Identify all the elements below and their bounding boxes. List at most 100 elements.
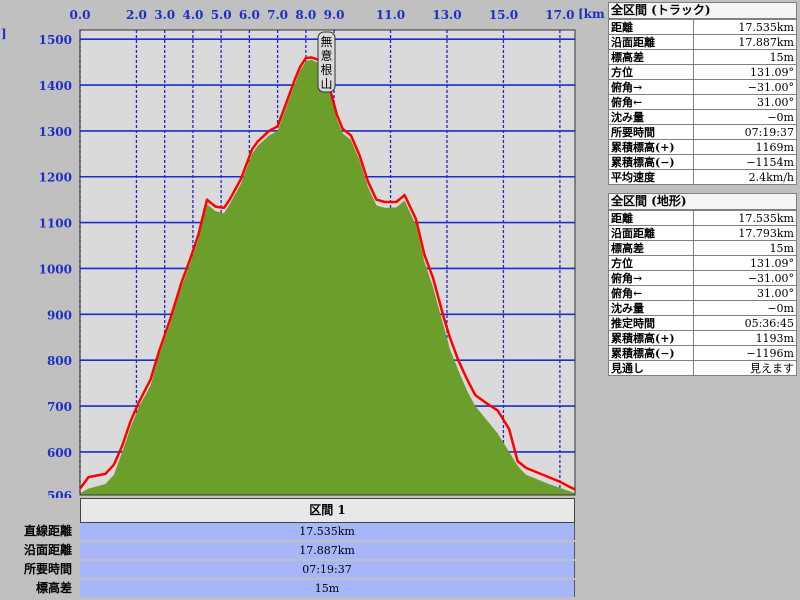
stat-row: 累積標高(+) 1169m (608, 139, 797, 155)
stat-label: 距離 (608, 19, 694, 35)
plot-frame (79, 29, 576, 496)
section-row-value: 15m (80, 580, 575, 597)
stat-label: 沿面距離 (608, 34, 694, 50)
stat-label: 累積標高(+) (608, 330, 694, 346)
stat-value: −31.00° (693, 79, 797, 95)
stat-row: 累積標高(−) −1154m (608, 154, 797, 170)
stat-value: 17.535km (693, 19, 797, 35)
stat-value: 31.00° (693, 285, 797, 301)
section-row-label: 標高差 (35, 581, 72, 595)
stat-row: 方位 131.09° (608, 255, 797, 271)
terrain-panel: 全区間 (地形) 距離 17.535km 沿面距離 17.793km 標高差 15m 方位 1… (608, 193, 797, 376)
section-row-label: 直線距離 (23, 524, 72, 538)
section-row: 所要時間 07:19:37 (0, 561, 606, 578)
peak-label: 無意根山 (317, 31, 336, 93)
stat-row: 沿面距離 17.793km (608, 225, 797, 241)
stat-label: 累積標高(+) (608, 139, 694, 155)
x-tick-label: 11.0 (376, 8, 405, 22)
stat-row: 俯角→ −31.00° (608, 270, 797, 286)
stat-row: 所要時間 07:19:37 (608, 124, 797, 140)
stat-label: 標高差 (608, 49, 694, 65)
stat-label: 沈み量 (608, 300, 694, 316)
stat-row: 推定時間 05:36:45 (608, 315, 797, 331)
stat-label: 沿面距離 (608, 225, 694, 241)
x-tick-label: 6.0 (239, 8, 260, 22)
stat-value: 1193m (693, 330, 797, 346)
y-tick-label: 1000 (39, 262, 72, 276)
stat-value: −0m (693, 300, 797, 316)
y-tick-label: 506 (47, 489, 72, 498)
elevation-chart: 0.0 2.0 3.0 4.0 5.0 6.0 7.0 8.0 9.0 11.0 13.0 15.0 1… (1, 7, 606, 498)
stat-value: 1169m (693, 139, 797, 155)
track-panel: 全区間 (トラック) 距離 17.535km 沿面距離 17.887km 標高差 15m 方… (608, 2, 797, 185)
stat-label: 推定時間 (608, 315, 694, 331)
terrain-panel-table: 距離 17.535km 沿面距離 17.793km 標高差 15m 方位 131.09° 俯角→… (608, 210, 797, 376)
stat-value: 131.09° (693, 64, 797, 80)
y-tick-label: 1200 (39, 171, 72, 185)
stat-row: 距離 17.535km (608, 210, 797, 226)
stat-row: 俯角← 31.00° (608, 285, 797, 301)
stat-row: 沈み量 −0m (608, 300, 797, 316)
stat-value: −1154m (693, 154, 797, 170)
terrain-area (80, 59, 575, 496)
peak-label-text: 無意根山 (320, 34, 332, 91)
y-tick-label: 700 (47, 400, 72, 414)
x-tick-label: 9.0 (324, 8, 345, 22)
x-axis-ticks: 0.0 2.0 3.0 4.0 5.0 6.0 7.0 8.0 9.0 11.0 13.0 15.0 1… (70, 8, 575, 22)
x-tick-label: 13.0 (432, 8, 461, 22)
y-tick-label: 900 (47, 308, 72, 322)
stat-value: −0m (693, 109, 797, 125)
y-axis-ticks: 1500 1400 1300 1200 1100 1000 900 800 700 600 506 (39, 33, 72, 498)
section-row-label: 所要時間 (23, 562, 72, 576)
stat-value: 07:19:37 (693, 124, 797, 140)
x-tick-label: 0.0 (70, 8, 91, 22)
stat-value: 見えます (693, 360, 797, 376)
y-tick-label: 1400 (39, 79, 72, 93)
stat-label: 俯角← (608, 285, 694, 301)
section-row-value: 17.535km (80, 523, 575, 540)
x-tick-label: 2.0 (126, 8, 147, 22)
section-row-value: 07:19:37 (80, 561, 575, 578)
stat-label: 所要時間 (608, 124, 694, 140)
stat-label: 方位 (608, 64, 694, 80)
x-tick-label: 15.0 (489, 8, 518, 22)
terrain-panel-title: 全区間 (地形) (608, 193, 797, 210)
stat-label: 平均速度 (608, 169, 694, 185)
y-tick-label: 1500 (39, 33, 72, 47)
stat-row: 方位 131.09° (608, 64, 797, 80)
stat-value: 17.887km (693, 34, 797, 50)
stat-label: 累積標高(−) (608, 154, 694, 170)
stat-value: 05:36:45 (693, 315, 797, 331)
stat-label: 沈み量 (608, 109, 694, 125)
y-tick-label: 1100 (39, 217, 72, 231)
stat-value: 15m (693, 240, 797, 256)
section-row-label: 沿面距離 (23, 543, 72, 557)
track-panel-title: 全区間 (トラック) (608, 2, 797, 19)
y-tick-label: 1300 (39, 125, 72, 139)
section-row: 標高差 15m (0, 580, 606, 597)
section-header: 区間 1 (80, 498, 575, 523)
stat-label: 距離 (608, 210, 694, 226)
x-tick-label: 3.0 (154, 8, 175, 22)
stat-value: −1196m (693, 345, 797, 361)
stat-row: 俯角← 31.00° (608, 94, 797, 110)
stat-label: 累積標高(−) (608, 345, 694, 361)
x-tick-label: 4.0 (182, 8, 203, 22)
stat-row: 見通し 見えます (608, 360, 797, 376)
stat-row: 沈み量 −0m (608, 109, 797, 125)
y-axis-unit-bracket: ] (1, 27, 7, 41)
y-tick-label: 600 (47, 446, 72, 460)
stat-value: 31.00° (693, 94, 797, 110)
section-row: 直線距離 17.535km (0, 523, 606, 540)
stat-value: −31.00° (693, 270, 797, 286)
stat-label: 俯角→ (608, 270, 694, 286)
stat-row: 距離 17.535km (608, 19, 797, 35)
section-row-value: 17.887km (80, 542, 575, 559)
stat-value: 15m (693, 49, 797, 65)
stat-value: 17.535km (693, 210, 797, 226)
stat-row: 俯角→ −31.00° (608, 79, 797, 95)
y-tick-label: 800 (47, 354, 72, 368)
stat-row: 累積標高(−) −1196m (608, 345, 797, 361)
x-axis-unit: [km] (578, 7, 606, 21)
stat-label: 方位 (608, 255, 694, 271)
